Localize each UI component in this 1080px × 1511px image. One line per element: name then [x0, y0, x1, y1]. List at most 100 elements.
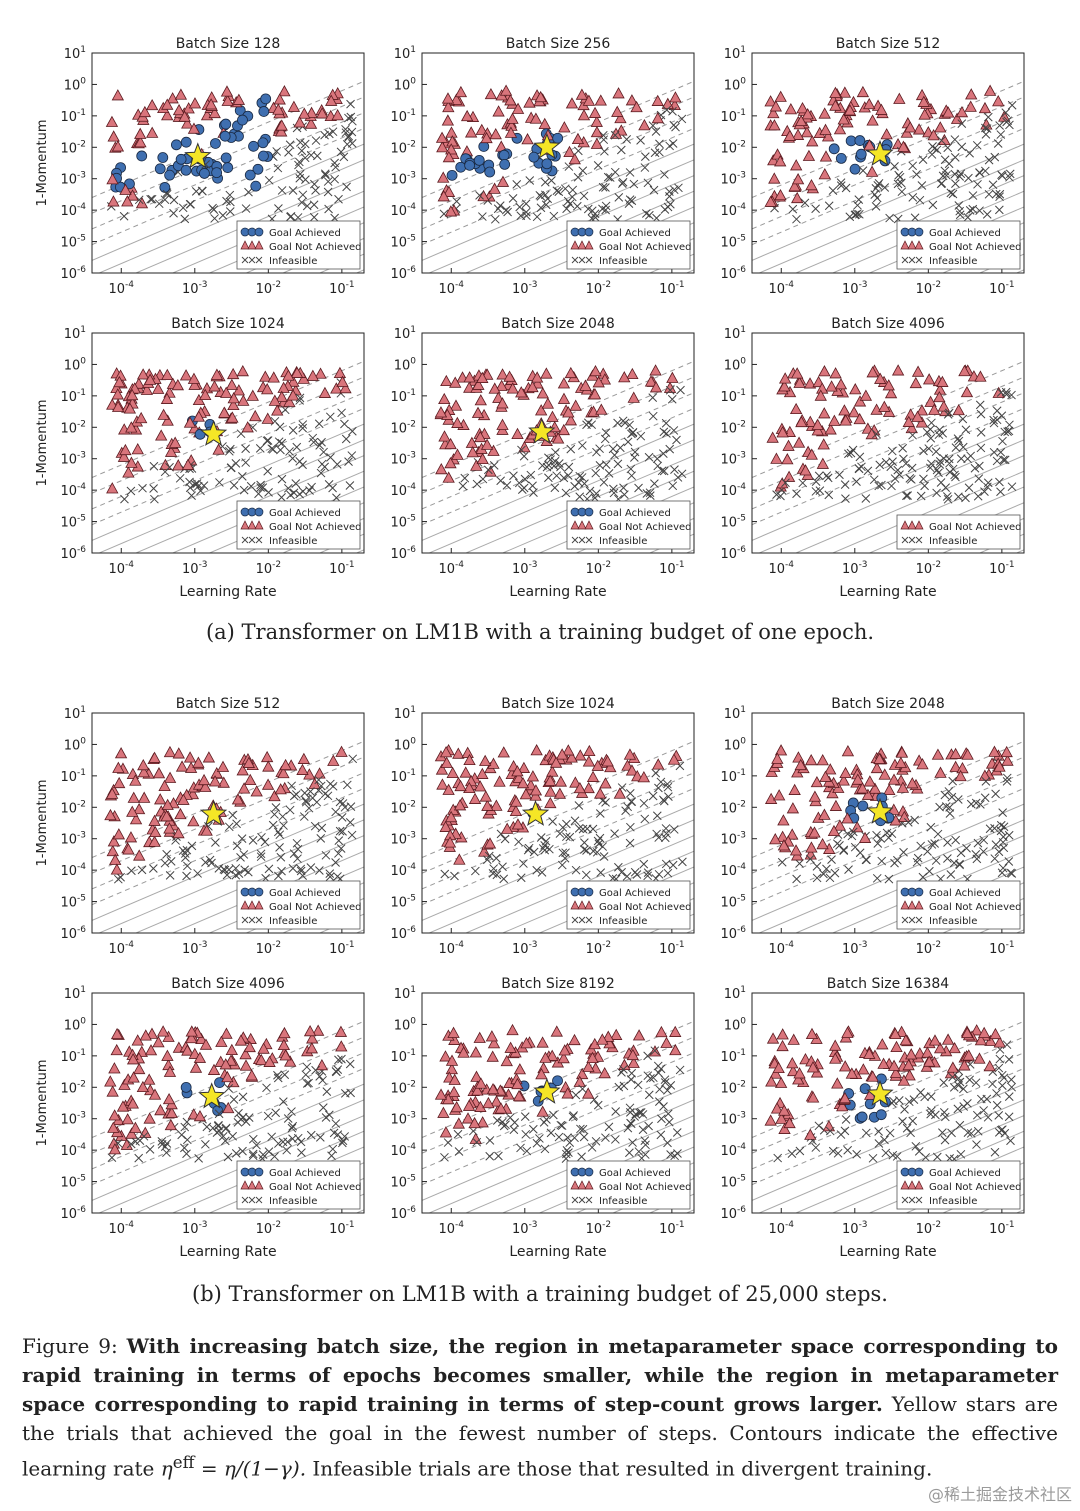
point-goal-not-achieved [803, 377, 817, 389]
point-infeasible [945, 809, 955, 818]
point-goal-not-achieved [565, 751, 578, 763]
point-goal-not-achieved [111, 388, 124, 400]
point-infeasible [521, 199, 531, 209]
point-goal-not-achieved [838, 404, 851, 416]
point-goal-achieved [498, 149, 510, 161]
point-infeasible [608, 484, 618, 494]
point-goal-not-achieved [470, 459, 483, 471]
point-goal-not-achieved [156, 1025, 170, 1037]
point-goal-not-achieved [651, 94, 664, 106]
point-goal-not-achieved [104, 808, 117, 821]
legend-label: Goal Not Achieved [599, 902, 692, 913]
point-goal-not-achieved [316, 107, 329, 119]
point-infeasible [665, 444, 675, 454]
point-infeasible [302, 1079, 312, 1088]
point-goal-not-achieved [582, 1087, 595, 1099]
point-infeasible [599, 477, 609, 487]
point-infeasible [654, 833, 664, 842]
point-infeasible [963, 212, 973, 222]
point-goal-not-achieved [125, 388, 139, 401]
point-goal-not-achieved [591, 759, 604, 771]
x-tick-label: 10-2 [256, 940, 282, 957]
x-tick-label: 10-2 [586, 1220, 612, 1237]
point-infeasible [850, 842, 860, 852]
point-goal-not-achieved [172, 103, 186, 116]
point-infeasible [591, 1136, 601, 1146]
point-infeasible [526, 470, 536, 480]
point-infeasible [995, 189, 1005, 199]
point-goal-not-achieved [933, 390, 946, 403]
contour-line [92, 376, 364, 494]
point-infeasible [280, 1070, 290, 1080]
point-goal-not-achieved [887, 773, 901, 785]
point-infeasible [858, 166, 868, 175]
point-infeasible [932, 488, 941, 498]
point-goal-not-achieved [534, 90, 547, 103]
point-goal-not-achieved [504, 126, 518, 138]
point-infeasible [453, 1129, 463, 1139]
point-goal-not-achieved [437, 171, 450, 183]
point-infeasible [620, 490, 629, 499]
legend-marker-infeasible [915, 916, 923, 924]
point-goal-not-achieved [895, 1025, 908, 1037]
point-infeasible [278, 1097, 288, 1106]
point-infeasible [1002, 117, 1011, 127]
point-infeasible [492, 870, 502, 880]
point-infeasible [580, 838, 589, 848]
point-infeasible [297, 1148, 306, 1157]
point-infeasible [667, 394, 677, 404]
point-goal-not-achieved [181, 1044, 194, 1056]
legend-label: Goal Not Achieved [929, 522, 1022, 533]
point-infeasible [668, 481, 678, 491]
plot-frame [421, 992, 695, 1214]
point-infeasible [934, 468, 943, 478]
point-infeasible [652, 811, 662, 821]
point-infeasible [634, 483, 643, 493]
point-goal-not-achieved [540, 367, 553, 379]
point-goal-not-achieved [791, 173, 805, 185]
y-tick-label: 10-4 [390, 482, 416, 499]
point-infeasible [318, 1103, 328, 1112]
y-tick-label: 10-5 [720, 234, 746, 251]
point-infeasible [231, 1148, 241, 1158]
point-goal-not-achieved [790, 367, 804, 379]
point-goal-not-achieved [490, 799, 503, 811]
point-infeasible [639, 859, 649, 869]
point-goal-not-achieved [818, 365, 831, 377]
point-infeasible [202, 1122, 212, 1132]
point-goal-not-achieved [185, 1025, 198, 1037]
point-goal-not-achieved [232, 384, 246, 396]
plot-frame [751, 52, 1025, 274]
point-goal-not-achieved [476, 452, 489, 465]
y-tick-label: 10-6 [720, 925, 746, 942]
point-infeasible [610, 1135, 620, 1144]
point-infeasible [938, 171, 948, 181]
point-goal-not-achieved [792, 1073, 805, 1085]
y-tick-label: 101 [724, 325, 746, 342]
contour-line [171, 470, 364, 553]
point-infeasible [1006, 1075, 1016, 1084]
contour-line [92, 423, 364, 541]
point-infeasible [241, 204, 251, 213]
y-tick-label: 10-4 [60, 482, 86, 499]
x-tick-label: 10-4 [108, 560, 134, 577]
point-goal-not-achieved [112, 761, 125, 773]
point-infeasible [996, 487, 1005, 497]
point-infeasible [563, 1133, 572, 1142]
point-infeasible [263, 436, 273, 445]
point-goal-not-achieved [495, 379, 508, 391]
point-goal-not-achieved [493, 775, 506, 787]
point-infeasible [162, 1148, 171, 1158]
point-goal-achieved [220, 118, 232, 130]
point-goal-not-achieved [927, 129, 940, 141]
point-infeasible [871, 183, 881, 193]
x-tick-label: 10-2 [586, 280, 612, 297]
point-goal-not-achieved [261, 778, 275, 790]
contour-line [318, 253, 364, 273]
point-goal-not-achieved [461, 1112, 475, 1124]
point-infeasible [160, 467, 170, 477]
point-infeasible [663, 779, 672, 789]
point-infeasible [926, 1106, 936, 1116]
point-goal-not-achieved [272, 103, 285, 115]
